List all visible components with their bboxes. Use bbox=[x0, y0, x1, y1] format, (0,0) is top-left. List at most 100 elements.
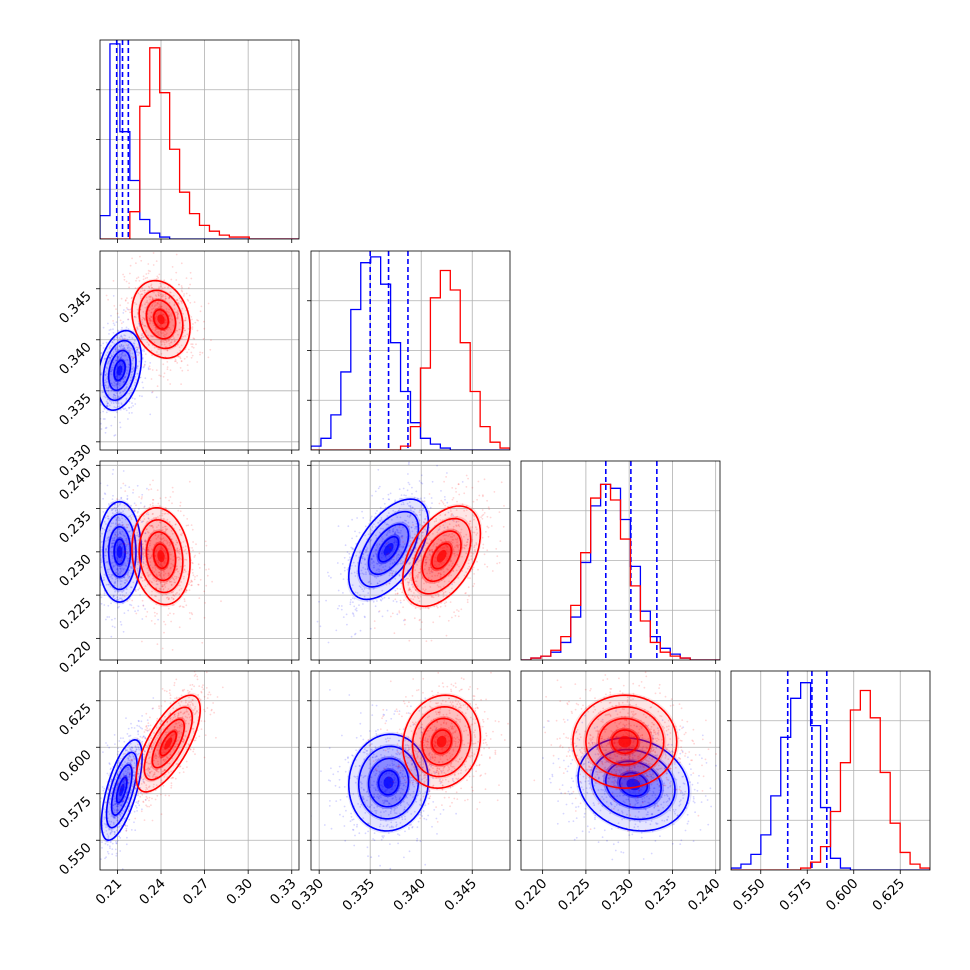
blue-scatter-point bbox=[388, 566, 391, 568]
blue-scatter-point bbox=[97, 861, 99, 863]
blue-scatter-point bbox=[437, 529, 440, 532]
red-scatter-point bbox=[167, 598, 170, 600]
red-scatter-point bbox=[176, 343, 179, 346]
blue-scatter-point bbox=[129, 537, 132, 540]
blue-scatter-point bbox=[143, 750, 146, 752]
blue-scatter-point bbox=[108, 746, 111, 749]
red-scatter-point bbox=[163, 577, 166, 580]
red-scatter-point bbox=[156, 489, 159, 491]
blue-scatter-point bbox=[114, 394, 117, 397]
red-scatter-point bbox=[195, 543, 197, 546]
blue-scatter-point bbox=[110, 424, 113, 427]
red-scatter-point bbox=[496, 555, 499, 558]
red-scatter-point bbox=[138, 325, 141, 328]
red-scatter-point bbox=[142, 275, 145, 278]
blue-scatter-point bbox=[117, 519, 120, 522]
blue-scatter-point bbox=[87, 552, 89, 554]
red-scatter-point bbox=[159, 574, 162, 576]
blue-scatter-point bbox=[104, 857, 106, 860]
red-scatter-point bbox=[419, 568, 422, 570]
blue-scatter-point bbox=[360, 562, 363, 564]
red-scatter-point bbox=[422, 588, 425, 591]
red-scatter-point bbox=[150, 581, 153, 583]
blue-scatter-point bbox=[119, 357, 122, 359]
red-scatter-point bbox=[450, 560, 453, 562]
red-scatter-point bbox=[160, 705, 163, 707]
red-scatter-point bbox=[155, 574, 158, 577]
red-scatter-point bbox=[185, 604, 188, 607]
red-scatter-point bbox=[176, 568, 178, 571]
blue-scatter-point bbox=[375, 553, 378, 556]
blue-scatter-point bbox=[101, 560, 104, 563]
blue-scatter-point bbox=[104, 427, 107, 430]
red-scatter-point bbox=[162, 574, 165, 577]
red-scatter-point bbox=[147, 574, 150, 576]
blue-scatter-point bbox=[141, 715, 144, 717]
red-scatter-point bbox=[416, 595, 419, 598]
red-scatter-point bbox=[151, 390, 154, 393]
blue-scatter-point bbox=[106, 561, 108, 563]
red-scatter-point bbox=[147, 269, 150, 272]
blue-contour bbox=[377, 535, 400, 563]
blue-scatter-point bbox=[95, 374, 97, 376]
red-scatter-point bbox=[127, 318, 130, 321]
blue-scatter-point bbox=[397, 554, 399, 556]
red-scatter-point bbox=[445, 534, 448, 537]
blue-scatter-point bbox=[94, 563, 96, 565]
red-scatter-point bbox=[161, 548, 164, 550]
red-scatter-point bbox=[162, 334, 165, 337]
blue-scatter-point bbox=[112, 542, 115, 545]
blue-scatter-point bbox=[119, 363, 122, 366]
red-scatter-point bbox=[172, 594, 175, 596]
blue-scatter-point bbox=[130, 566, 133, 568]
red-scatter-point bbox=[414, 589, 417, 591]
blue-scatter-point bbox=[112, 595, 115, 598]
blue-scatter-point bbox=[144, 532, 147, 535]
red-scatter-point bbox=[433, 520, 436, 523]
red-scatter-point bbox=[165, 529, 167, 532]
blue-scatter-point bbox=[87, 385, 89, 387]
blue-scatter-point bbox=[401, 535, 403, 537]
blue-scatter-point bbox=[130, 504, 133, 507]
blue-scatter-point bbox=[119, 594, 122, 596]
red-scatter-point bbox=[167, 329, 169, 331]
red-scatter-point bbox=[158, 286, 161, 289]
blue-scatter-point bbox=[103, 604, 106, 606]
red-scatter-point bbox=[161, 326, 164, 329]
red-scatter-point bbox=[178, 322, 181, 324]
red-scatter-point bbox=[165, 690, 168, 693]
blue-scatter-point bbox=[405, 549, 408, 552]
red-scatter-point bbox=[169, 612, 171, 615]
blue-scatter-point bbox=[127, 559, 130, 562]
red-scatter-point bbox=[176, 301, 179, 304]
red-scatter-point bbox=[164, 496, 167, 499]
blue-scatter-point bbox=[119, 421, 121, 424]
red-scatter-point bbox=[164, 330, 167, 333]
blue-scatter-point bbox=[113, 565, 116, 567]
blue-contour bbox=[107, 525, 132, 578]
red-scatter-point bbox=[390, 615, 392, 618]
red-scatter-point bbox=[461, 555, 463, 558]
blue-scatter-point bbox=[114, 743, 116, 745]
blue-scatter-point bbox=[409, 514, 412, 517]
blue-scatter-point bbox=[127, 560, 129, 563]
blue-scatter-point bbox=[119, 757, 121, 760]
red-scatter-point bbox=[142, 514, 145, 517]
red-scatter-point bbox=[176, 548, 179, 550]
red-scatter-point bbox=[192, 337, 195, 340]
blue-scatter-point bbox=[111, 341, 114, 343]
blue-scatter-point bbox=[137, 365, 139, 367]
blue-scatter-point bbox=[375, 569, 378, 572]
panel-content bbox=[100, 40, 299, 239]
blue-scatter-point bbox=[127, 552, 129, 554]
blue-scatter-point bbox=[106, 616, 109, 618]
blue-scatter-point bbox=[100, 422, 102, 425]
blue-scatter-point bbox=[132, 357, 135, 360]
red-scatter-point bbox=[419, 571, 422, 574]
red-scatter-point bbox=[476, 532, 479, 534]
blue-scatter-point bbox=[130, 406, 133, 409]
blue-scatter-point bbox=[378, 531, 381, 534]
blue-scatter-point bbox=[129, 308, 132, 311]
blue-scatter-point bbox=[128, 350, 131, 353]
red-scatter-point bbox=[169, 496, 172, 498]
